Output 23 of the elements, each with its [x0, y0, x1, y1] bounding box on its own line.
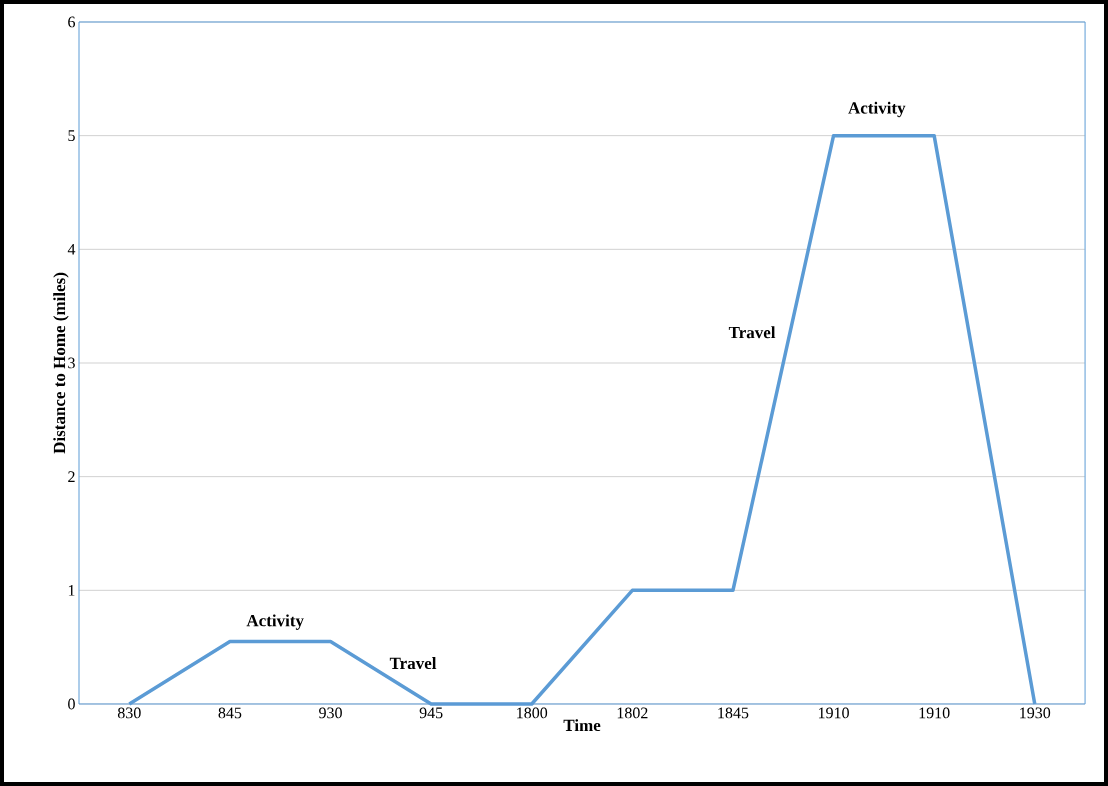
- annotation: Activity: [848, 101, 906, 118]
- x-axis-title: Time: [563, 719, 601, 732]
- y-tick-label: 1: [68, 585, 75, 596]
- x-tick-label: 1845: [718, 707, 749, 719]
- x-tick-label: 1910: [818, 707, 849, 719]
- x-tick-label: 845: [218, 707, 242, 719]
- x-tick-label: 1910: [919, 707, 950, 719]
- y-tick-label: 4: [67, 244, 76, 255]
- y-tick-label: 5: [68, 130, 75, 141]
- x-tick-label: 945: [419, 707, 443, 719]
- x-tick-label: 830: [117, 707, 141, 719]
- y-axis-title: Distance to Home (miles): [53, 272, 69, 454]
- y-tick-label: 2: [68, 471, 75, 482]
- x-tick-label: 1800: [517, 707, 548, 719]
- annotation: Travel: [389, 657, 437, 670]
- y-tick-label: 3: [68, 357, 75, 369]
- y-tick-label: 6: [68, 16, 76, 28]
- x-tick-label: 1802: [617, 707, 648, 719]
- annotation: Travel: [728, 326, 776, 339]
- annotation: Activity: [246, 614, 304, 630]
- y-tick-label: 0: [68, 698, 75, 710]
- x-tick-label: 930: [319, 707, 342, 719]
- x-tick-label: 1930: [1020, 707, 1051, 719]
